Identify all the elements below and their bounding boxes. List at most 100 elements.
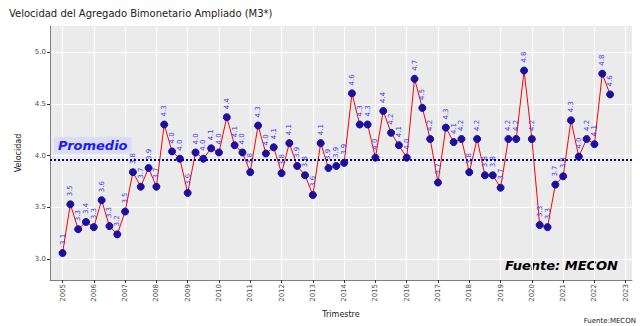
svg-text:2006: 2006 bbox=[90, 283, 98, 301]
svg-text:2007: 2007 bbox=[121, 284, 129, 302]
svg-text:4.2: 4.2 bbox=[583, 120, 591, 131]
svg-text:3.5: 3.5 bbox=[35, 203, 46, 211]
svg-text:4.0: 4.0 bbox=[238, 133, 246, 144]
svg-text:2014: 2014 bbox=[340, 283, 348, 301]
svg-text:2008: 2008 bbox=[152, 284, 160, 302]
svg-text:4.2: 4.2 bbox=[426, 120, 434, 131]
svg-text:4.2: 4.2 bbox=[457, 120, 465, 131]
svg-text:4.1: 4.1 bbox=[231, 126, 239, 137]
svg-text:3.3: 3.3 bbox=[90, 208, 98, 219]
svg-text:Promedio: Promedio bbox=[58, 138, 128, 153]
svg-text:4.4: 4.4 bbox=[379, 91, 387, 103]
svg-text:2010: 2010 bbox=[215, 284, 223, 302]
svg-text:4.3: 4.3 bbox=[442, 108, 450, 119]
svg-text:4.0: 4.0 bbox=[176, 140, 184, 151]
svg-text:2023: 2023 bbox=[622, 284, 630, 302]
svg-text:3.7: 3.7 bbox=[137, 168, 145, 179]
svg-text:4.3: 4.3 bbox=[254, 106, 262, 117]
svg-text:Velocidad: Velocidad bbox=[14, 134, 23, 173]
svg-text:2020: 2020 bbox=[528, 284, 536, 302]
svg-text:4.0: 4.0 bbox=[192, 133, 200, 144]
svg-text:4.3: 4.3 bbox=[160, 105, 168, 116]
svg-text:5.0: 5.0 bbox=[35, 48, 46, 56]
svg-text:3.5: 3.5 bbox=[121, 192, 129, 203]
svg-text:4.2: 4.2 bbox=[473, 120, 481, 131]
svg-text:3.1: 3.1 bbox=[59, 234, 67, 245]
svg-text:2013: 2013 bbox=[309, 284, 317, 302]
svg-text:3.2: 3.2 bbox=[113, 215, 121, 226]
svg-text:4.4: 4.4 bbox=[223, 98, 231, 110]
svg-text:4.3: 4.3 bbox=[356, 105, 364, 116]
svg-text:3.8: 3.8 bbox=[301, 156, 309, 167]
svg-text:3.7: 3.7 bbox=[152, 168, 160, 179]
svg-text:4.0: 4.0 bbox=[215, 133, 223, 144]
svg-text:4.2: 4.2 bbox=[512, 120, 520, 131]
svg-text:4.7: 4.7 bbox=[411, 60, 419, 71]
svg-text:4.8: 4.8 bbox=[598, 55, 606, 66]
svg-text:3.6: 3.6 bbox=[309, 175, 317, 187]
svg-text:4.0: 4.0 bbox=[371, 139, 379, 150]
svg-text:3.9: 3.9 bbox=[332, 147, 340, 158]
svg-text:2019: 2019 bbox=[497, 284, 505, 302]
svg-text:4.2: 4.2 bbox=[387, 114, 395, 125]
svg-text:4.6: 4.6 bbox=[606, 75, 614, 87]
svg-text:2018: 2018 bbox=[465, 284, 473, 302]
svg-text:2009: 2009 bbox=[184, 284, 192, 302]
svg-text:4.3: 4.3 bbox=[364, 105, 372, 116]
svg-text:Fuente: MECON: Fuente: MECON bbox=[505, 258, 618, 273]
svg-text:3.9: 3.9 bbox=[324, 149, 332, 160]
svg-text:4.0: 4.0 bbox=[262, 134, 270, 145]
svg-text:4.1: 4.1 bbox=[395, 126, 403, 137]
svg-text:3.3: 3.3 bbox=[536, 206, 544, 217]
svg-text:3.3: 3.3 bbox=[74, 210, 82, 221]
svg-text:4.6: 4.6 bbox=[348, 74, 356, 86]
svg-text:4.8: 4.8 bbox=[520, 51, 528, 62]
svg-text:3.8: 3.8 bbox=[559, 157, 567, 168]
svg-text:2012: 2012 bbox=[278, 284, 286, 302]
svg-text:3.7: 3.7 bbox=[497, 169, 505, 180]
svg-text:3.9: 3.9 bbox=[293, 147, 301, 158]
svg-text:4.0: 4.0 bbox=[575, 137, 583, 148]
svg-text:3.8: 3.8 bbox=[489, 156, 497, 167]
svg-text:4.0: 4.0 bbox=[199, 140, 207, 151]
svg-text:4.1: 4.1 bbox=[285, 124, 293, 135]
svg-text:3.4: 3.4 bbox=[82, 202, 90, 214]
svg-text:4.5: 4.5 bbox=[418, 89, 426, 100]
svg-text:4.2: 4.2 bbox=[504, 120, 512, 131]
svg-text:3.0: 3.0 bbox=[35, 255, 46, 263]
svg-text:3.6: 3.6 bbox=[184, 173, 192, 185]
svg-text:Trimestre: Trimestre bbox=[321, 310, 359, 319]
svg-text:4.1: 4.1 bbox=[450, 123, 458, 134]
svg-text:4.1: 4.1 bbox=[590, 125, 598, 136]
svg-text:3.8: 3.8 bbox=[465, 153, 473, 164]
svg-text:4.0: 4.0 bbox=[403, 139, 411, 150]
svg-text:Velocidad del Agregado Bimonet: Velocidad del Agregado Bimonetario Ampli… bbox=[9, 8, 273, 19]
svg-text:3.7: 3.7 bbox=[434, 163, 442, 174]
svg-text:2015: 2015 bbox=[371, 284, 379, 302]
svg-text:Fuente:MECON: Fuente:MECON bbox=[584, 317, 636, 325]
svg-text:2005: 2005 bbox=[59, 284, 67, 302]
svg-text:4.1: 4.1 bbox=[317, 124, 325, 135]
svg-text:4.2: 4.2 bbox=[528, 120, 536, 131]
svg-text:3.3: 3.3 bbox=[544, 208, 552, 219]
svg-text:2021: 2021 bbox=[559, 284, 567, 302]
svg-text:2011: 2011 bbox=[246, 284, 254, 302]
svg-text:4.0: 4.0 bbox=[35, 152, 46, 160]
svg-text:3.5: 3.5 bbox=[66, 185, 74, 196]
svg-text:4.5: 4.5 bbox=[35, 100, 46, 108]
svg-text:4.1: 4.1 bbox=[207, 129, 215, 140]
svg-text:2022: 2022 bbox=[590, 284, 598, 302]
svg-text:4.0: 4.0 bbox=[168, 132, 176, 143]
svg-text:2017: 2017 bbox=[434, 284, 442, 302]
svg-text:3.8: 3.8 bbox=[481, 156, 489, 167]
svg-text:3.8: 3.8 bbox=[129, 153, 137, 164]
svg-text:3.7: 3.7 bbox=[551, 165, 559, 176]
svg-text:3.8: 3.8 bbox=[246, 153, 254, 164]
svg-text:3.9: 3.9 bbox=[340, 144, 348, 155]
svg-text:2016: 2016 bbox=[403, 283, 411, 301]
svg-text:4.3: 4.3 bbox=[567, 101, 575, 112]
svg-text:3.6: 3.6 bbox=[98, 180, 106, 192]
svg-text:3.3: 3.3 bbox=[105, 207, 113, 218]
svg-text:3.9: 3.9 bbox=[145, 149, 153, 160]
svg-text:4.1: 4.1 bbox=[270, 128, 278, 139]
